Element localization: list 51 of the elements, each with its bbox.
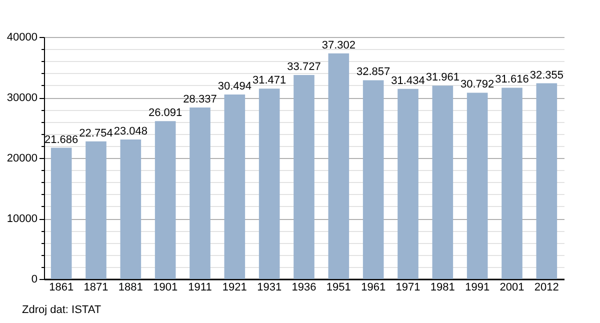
bar — [258, 88, 280, 279]
bar — [502, 88, 522, 279]
x-tick-label: 1961 — [361, 282, 386, 294]
data-label: 31.434 — [391, 74, 425, 87]
bar — [294, 74, 314, 279]
data-label: 37.302 — [322, 39, 356, 52]
x-tick-label: 1901 — [153, 282, 178, 294]
bar — [50, 148, 72, 279]
data-label: 31.616 — [495, 74, 529, 86]
data-label: 21.686 — [44, 134, 78, 146]
x-tick-label: 1911 — [188, 282, 212, 294]
x-tick-label: 1971 — [396, 282, 420, 294]
x-tick-label: 2001 — [500, 282, 524, 294]
x-tick-label: 2012 — [534, 282, 559, 294]
data-label: 30.494 — [218, 80, 252, 93]
bar — [432, 86, 454, 279]
y-tick-label: 10000 — [6, 213, 38, 225]
bar — [86, 141, 106, 279]
x-tick-label: 1861 — [49, 282, 74, 294]
data-label: 23.048 — [114, 126, 148, 138]
y-tick-label: 40000 — [6, 32, 38, 44]
y-tick-label: 30000 — [6, 92, 38, 104]
x-tick-label: 1881 — [118, 282, 143, 294]
x-tick-label: 1981 — [430, 282, 455, 294]
bar — [466, 92, 488, 279]
bar — [190, 108, 210, 279]
x-tick-label: 1921 — [222, 282, 247, 294]
data-label: 28.337 — [183, 94, 217, 106]
x-tick-label: 1936 — [292, 282, 316, 294]
data-label: 26.091 — [148, 107, 182, 120]
data-label: 22.754 — [79, 127, 113, 140]
x-tick-label: 1871 — [84, 282, 108, 294]
data-label: 31.471 — [252, 74, 286, 87]
y-tick-label: 0 — [31, 274, 38, 286]
x-tick-label: 1951 — [326, 282, 351, 294]
bar — [536, 83, 558, 279]
bar — [362, 80, 384, 279]
y-tick-label: 20000 — [6, 152, 38, 164]
data-label: 31.961 — [426, 72, 460, 84]
bar — [398, 88, 418, 279]
text: Zdroj dat: ISTAT — [22, 304, 102, 316]
bar — [224, 94, 246, 279]
bar — [154, 121, 176, 279]
data-label: 33.727 — [287, 60, 321, 73]
bar — [120, 140, 142, 279]
data-label: 32.857 — [356, 66, 390, 78]
x-tick-label: 1991 — [465, 282, 490, 294]
data-label: 30.792 — [460, 78, 494, 91]
bar — [328, 53, 350, 279]
x-tick-label: 1931 — [257, 282, 282, 294]
data-label: 32.355 — [530, 69, 564, 82]
